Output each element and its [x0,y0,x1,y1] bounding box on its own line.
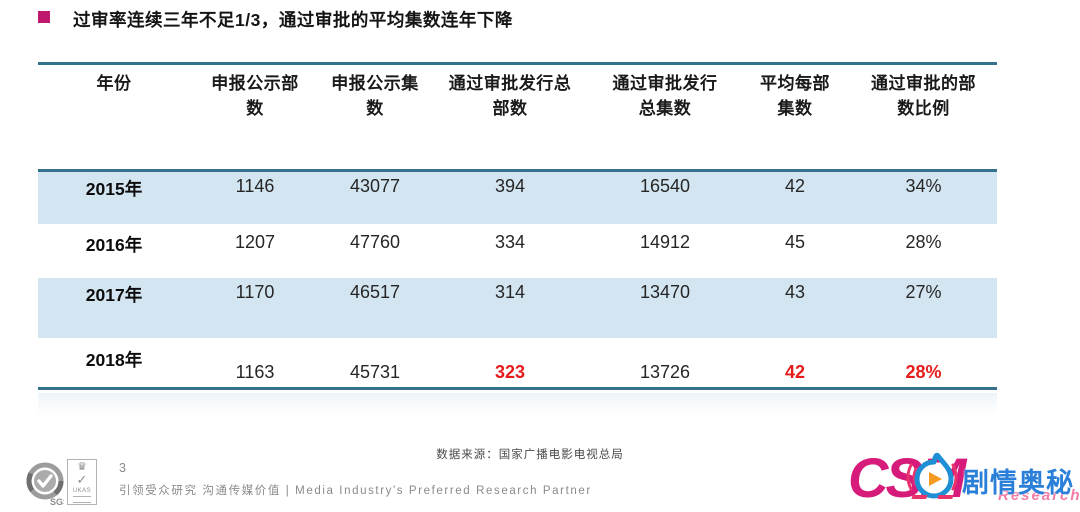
value-cell: 13470 [639,282,691,302]
approval-stats-table: 年份 申报公示部 数 申报公示集 数 通过审批发行总 部数 通过审批发行 总集数… [38,62,997,390]
value-cell: 394 [494,176,526,196]
title-bullet-icon [38,11,50,23]
value-cell: 34% [905,176,942,196]
value-cell: 314 [494,282,526,302]
value-cell: 46517 [349,282,401,302]
year-cell: 2016年 [85,235,143,255]
column-header-approval-ratio: 通过审批的部 数比例 [871,74,976,118]
table-bottom-shadow [38,393,997,415]
sgs-check-icon [37,474,53,488]
year-cell: 2017年 [85,285,143,305]
sgs-ring-dark-segments [26,462,64,500]
play-triangle-icon [929,472,942,486]
year-cell: 2015年 [85,179,143,199]
crown-icon: ♛ [77,461,87,473]
column-header-approved-episodes: 通过审批发行 总集数 [612,74,718,118]
value-cell: 1163 [235,362,275,382]
value-cell: 16540 [639,176,691,196]
value-cell: 45 [784,232,806,252]
wave-arc-right-outer [951,463,958,491]
ukas-certification-logo: ♛ ✓ UKAS [67,459,97,505]
value-cell: 14912 [639,232,691,252]
value-cell: 334 [494,232,526,252]
table-row-2016: 2016年 1207 47760 334 14912 45 28% [38,224,997,278]
page-title: 过审率连续三年不足1/3，通过审批的平均集数连年下降 [73,10,513,30]
ukas-label: UKAS [72,488,92,494]
value-cell: 43077 [349,176,401,196]
value-cell-highlight-red: 28% [905,362,942,382]
sgs-certification-logo: SGS [26,461,69,512]
value-cell: 28% [905,232,942,252]
value-cell: 13726 [639,362,691,382]
table-row-2015: 2015年 1146 43077 394 16540 42 34% [38,172,997,224]
ukas-bars [73,496,91,503]
droplet-swirl [914,452,954,499]
footer-tagline: 引领受众研究 沟通传媒价值 | Media Industry's Preferr… [119,485,592,497]
sgs-label: SGS [50,497,64,507]
value-cell: 42 [784,176,806,196]
csm-red-dash [937,495,954,499]
slide-title-row: 过审率连续三年不足1/3，通过审批的平均集数连年下降 [38,7,513,32]
data-source-note: 数据来源：国家广播电影电视总局 [436,449,624,461]
table-row-2018: 2018年 1163 45731 323 13726 42 28% [38,338,997,390]
column-header-avg-episodes: 平均每部 集数 [760,74,830,118]
table-header-row: 年份 申报公示部 数 申报公示集 数 通过审批发行总 部数 通过审批发行 总集数… [38,62,997,172]
csm-red-dash [911,495,928,499]
value-cell-highlight-red: 42 [784,362,806,382]
check-icon: ✓ [76,472,88,487]
page-number: 3 [119,461,126,475]
column-header-declared-titles: 申报公示部 数 [211,74,299,118]
value-cell: 1170 [235,282,275,302]
value-cell: 1207 [234,232,276,252]
table-row-2017: 2017年 1170 46517 314 13470 43 27% [38,278,997,338]
year-cell: 2018年 [85,350,143,370]
watermark-text: 剧情奥秘 [962,468,1074,498]
column-header-year: 年份 [96,74,132,93]
column-header-approved-titles: 通过审批发行总 部数 [448,74,572,118]
value-cell: 27% [905,282,942,302]
column-header-declared-episodes: 申报公示集 数 [331,74,419,118]
value-cell: 43 [784,282,806,302]
value-cell-highlight-red: 323 [494,362,526,382]
value-cell: 1146 [235,176,275,196]
watermark-droplet-icon [899,451,965,512]
csm-logo-research-label: Research [998,487,1080,504]
value-cell: 47760 [349,232,401,252]
value-cell: 45731 [349,362,401,382]
wave-arc-left-outer [906,463,913,491]
